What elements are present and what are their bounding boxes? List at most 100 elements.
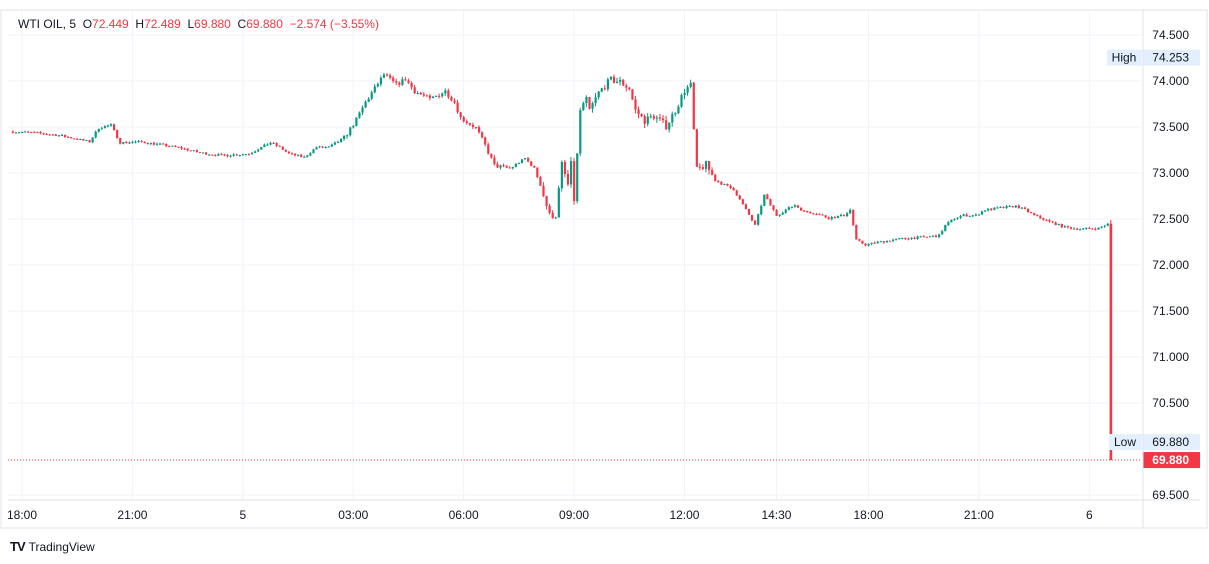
candle-body <box>152 142 156 145</box>
candle-body <box>284 149 287 152</box>
candle-body <box>1072 228 1076 230</box>
candle-body <box>27 131 30 133</box>
low-tag-label: Low <box>1114 435 1136 449</box>
candle-body <box>563 162 567 174</box>
candle-body <box>720 182 723 185</box>
candle-body <box>502 165 505 167</box>
candle-body <box>1008 206 1011 208</box>
open-label: O <box>82 17 93 31</box>
candle-body <box>655 117 659 119</box>
symbol-legend: WTI OIL, 5 O72.449 H72.489 L69.880 C69.8… <box>18 17 379 31</box>
high-tag-label: High <box>1112 51 1137 65</box>
candle-body <box>1063 226 1066 228</box>
candle-body <box>803 210 806 212</box>
candle-body <box>1020 207 1024 209</box>
candle-body <box>1054 222 1057 226</box>
candle-body <box>419 92 422 95</box>
candle-body <box>54 134 57 136</box>
candle-body <box>787 207 790 210</box>
candle-body <box>934 235 938 237</box>
candle-body <box>723 184 726 186</box>
candle-body <box>459 112 462 118</box>
candle-body <box>545 195 548 206</box>
candle-body <box>312 149 315 154</box>
candle-body <box>769 199 772 206</box>
candle-body <box>361 107 364 113</box>
time-tick-label: 18:00 <box>7 508 37 522</box>
candle-body <box>416 92 419 94</box>
candle-body <box>1057 223 1060 226</box>
candle-body <box>750 214 754 221</box>
candle-body <box>60 134 64 136</box>
candle-body <box>91 137 94 143</box>
candle-body <box>241 154 245 156</box>
candle-body <box>97 128 100 132</box>
candle-body <box>754 220 757 225</box>
candle-body <box>272 142 275 144</box>
candle-body <box>293 153 297 156</box>
candle-body <box>922 236 925 238</box>
candle-body <box>94 131 97 138</box>
candle-body <box>1066 226 1070 228</box>
candle-body <box>484 137 487 145</box>
candle-body <box>376 84 379 87</box>
candle-body <box>695 129 698 167</box>
candle-body <box>67 136 70 138</box>
candle-body <box>1033 212 1036 215</box>
candle-body <box>640 114 643 117</box>
candle-body <box>953 218 956 220</box>
candle-body <box>870 242 873 244</box>
candle-body <box>962 214 965 217</box>
candle-body <box>910 237 913 240</box>
candle-body <box>557 188 560 218</box>
candle-body <box>692 82 695 130</box>
tradingview-logo[interactable]: TV TradingView <box>10 539 95 554</box>
candle-body <box>88 140 91 143</box>
candle-body <box>349 127 352 136</box>
candle-body <box>336 141 340 143</box>
candle-body <box>842 214 846 217</box>
candle-body <box>438 95 441 97</box>
candle-body <box>398 82 401 85</box>
candle-body <box>131 142 134 144</box>
candles <box>11 72 1113 461</box>
candle-body <box>904 237 907 239</box>
candle-body <box>122 141 125 144</box>
price-tick-label: 73.500 <box>1152 120 1189 134</box>
candle-body <box>1048 220 1051 222</box>
candle-body <box>358 112 361 118</box>
candle-body <box>950 219 953 223</box>
candle-body <box>113 124 116 131</box>
candle-body <box>208 154 211 156</box>
candle-body <box>1069 227 1073 229</box>
candle-body <box>428 95 432 99</box>
candle-body <box>861 240 864 244</box>
candle-body <box>965 214 968 217</box>
candle-body <box>385 74 389 76</box>
candle-body <box>895 238 898 240</box>
candle-body <box>1002 207 1005 209</box>
candle-body <box>711 170 714 175</box>
candle-body <box>73 138 76 140</box>
candle-body <box>741 199 744 205</box>
candle-body <box>195 150 199 153</box>
candle-body <box>168 146 171 148</box>
candle-body <box>370 92 373 99</box>
candle-body <box>487 144 490 154</box>
candle-body <box>214 154 217 156</box>
candle-body <box>947 222 950 226</box>
candle-body <box>714 174 717 182</box>
candle-body <box>729 185 732 189</box>
candle-body <box>864 243 867 246</box>
candle-body <box>235 154 238 156</box>
time-tick-label: 03:00 <box>338 508 368 522</box>
candle-body <box>290 153 294 155</box>
candle-body <box>784 209 787 213</box>
candle-body <box>346 135 349 137</box>
candle-body <box>757 214 760 225</box>
candle-body <box>649 116 652 118</box>
candle-body <box>174 145 177 147</box>
candle-body <box>229 155 232 157</box>
candle-body <box>1060 223 1063 228</box>
